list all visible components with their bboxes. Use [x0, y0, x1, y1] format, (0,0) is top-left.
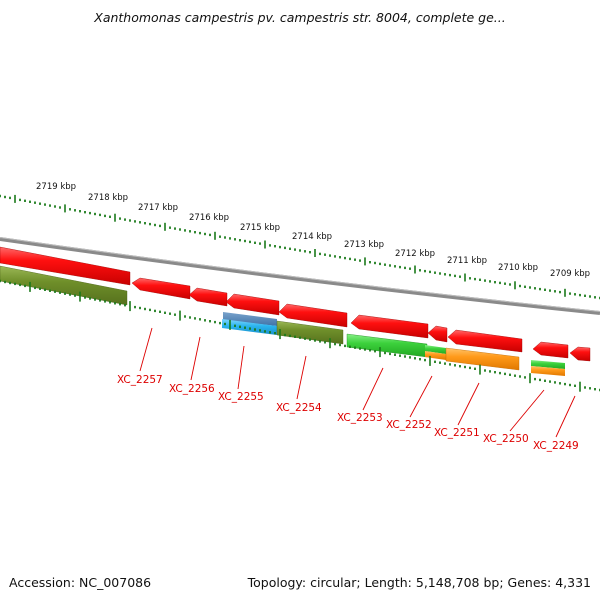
gene-arrow[interactable] [346, 333, 428, 358]
gene-arrow[interactable] [427, 325, 448, 343]
gene-label[interactable]: XC_2257 [117, 374, 163, 386]
gene-arrow[interactable] [350, 314, 429, 339]
accession-text: Accession: NC_007086 [9, 575, 152, 590]
gene-arrow[interactable] [0, 265, 128, 306]
kbp-label: 2718 kbp [88, 193, 128, 203]
inner-scale-ticks [0, 279, 600, 392]
forward-strand-genes [0, 246, 591, 362]
gene-label[interactable]: XC_2251 [434, 427, 480, 439]
gene-block[interactable] [531, 366, 565, 376]
gene-arrow[interactable] [445, 347, 520, 371]
leader-line [362, 367, 384, 411]
leader-line [237, 345, 245, 390]
gene-arrow[interactable] [278, 303, 348, 328]
gene-label[interactable]: XC_2256 [169, 383, 215, 395]
leader-line [296, 355, 307, 400]
gene-arrow[interactable] [447, 329, 523, 353]
gene-arrow[interactable] [569, 346, 591, 362]
gene-arrow[interactable] [532, 341, 569, 359]
kbp-label: 2709 kbp [550, 269, 590, 279]
leader-line [190, 336, 201, 381]
gene-label[interactable]: XC_2255 [218, 391, 264, 403]
kbp-label: 2713 kbp [344, 240, 384, 250]
gene-block[interactable] [222, 319, 277, 335]
kbp-label: 2710 kbp [498, 263, 538, 273]
kbp-label: 2711 kbp [447, 256, 487, 266]
gene-label[interactable]: XC_2254 [276, 402, 322, 414]
kbp-label: 2719 kbp [36, 182, 76, 192]
gene-labels: XC_2257 XC_2256 XC_2255 XC_2254 XC_2253 … [117, 374, 579, 452]
leader-line [509, 389, 545, 432]
gene-arrow[interactable] [0, 246, 131, 286]
leader-line [139, 327, 153, 372]
gene-arrow[interactable] [131, 277, 191, 300]
leader-line [457, 382, 480, 426]
kbp-label: 2717 kbp [138, 203, 178, 213]
kbp-label: 2715 kbp [240, 223, 280, 233]
kbp-scale-labels: 2719 kbp 2718 kbp 2717 kbp 2716 kbp 2715… [36, 182, 590, 279]
reverse-strand-genes [0, 265, 565, 376]
gene-arrow[interactable] [225, 293, 280, 316]
genome-summary-text: Topology: circular; Length: 5,148,708 bp… [247, 575, 591, 590]
gene-label[interactable]: XC_2249 [533, 440, 579, 452]
gene-arrow[interactable] [276, 320, 344, 345]
gene-arrow[interactable] [188, 287, 228, 307]
gene-label-leaders [139, 327, 576, 438]
kbp-label: 2716 kbp [189, 213, 229, 223]
kbp-label: 2712 kbp [395, 249, 435, 259]
genome-backbone [0, 237, 600, 315]
genome-title: Xanthomonas campestris pv. campestris st… [94, 10, 506, 25]
gene-label[interactable]: XC_2250 [483, 433, 529, 445]
gene-block[interactable] [223, 312, 277, 326]
outer-scale-ticks [0, 194, 600, 300]
kbp-label: 2714 kbp [292, 232, 332, 242]
leader-line [409, 375, 433, 418]
gene-label[interactable]: XC_2253 [337, 412, 383, 424]
leader-line [555, 395, 576, 438]
gene-label[interactable]: XC_2252 [386, 419, 432, 431]
genome-backbone-highlight [0, 237, 600, 312]
